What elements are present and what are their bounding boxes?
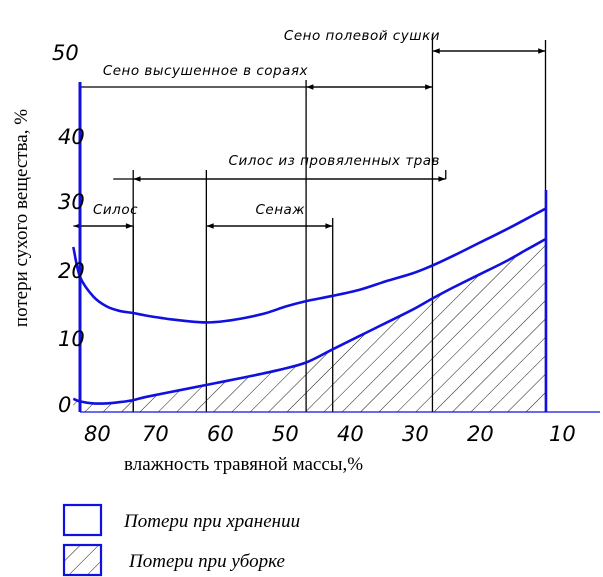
y-tick-label: 30 (58, 190, 85, 214)
legend-swatch-hatched (62, 543, 103, 577)
harvest-loss-curve (72, 237, 547, 405)
x-axis-title: влажность травяной массы,% (124, 454, 363, 475)
x-tick-label: 60 (207, 422, 234, 446)
x-tick-label: 80 (84, 422, 111, 446)
x-tick-label: 30 (402, 422, 429, 446)
legend: Потери при хранении Потери при уборке (62, 503, 300, 577)
legend-label-storage: Потери при хранении (123, 511, 300, 532)
y-tick-label: 50 (52, 41, 79, 65)
y-axis-title: потери сухого вещества, % (11, 109, 32, 327)
harvest-loss-area (73, 239, 546, 412)
region-annotation: Сено высушенное в сораях (80, 63, 433, 412)
x-tick-label: 50 (272, 422, 299, 446)
x-tick-label: 10 (549, 422, 576, 446)
region-label: Силос из провяленных трав (229, 153, 440, 169)
region-annotation: Сенаж (205, 170, 334, 412)
region-label: Сено полевой сушки (284, 28, 440, 44)
region-label: Силос (93, 202, 138, 218)
y-tick-label: 40 (58, 125, 85, 149)
y-tick-label: 0 (58, 393, 71, 417)
legend-label-harvest: Потери при уборке (128, 551, 285, 572)
y-tick-label: 20 (58, 259, 85, 283)
region-label: Сенаж (256, 202, 306, 218)
x-tick-labels: 80 70 60 50 40 30 20 10 (84, 422, 576, 446)
legend-swatch-outline (62, 503, 103, 537)
plot-area: Сено полевой сушки Сено высушенное в сора… (72, 28, 600, 413)
x-tick-label: 40 (337, 422, 364, 446)
y-tick-labels: 0 10 20 30 40 50 (52, 41, 85, 417)
x-tick-label: 70 (142, 422, 169, 446)
region-label: Сено высушенное в сораях (103, 63, 309, 79)
region-dimension-lines: Сено полевой сушки Сено высушенное в сора… (73, 28, 547, 412)
y-tick-label: 10 (58, 327, 85, 351)
region-annotation: Силос (73, 202, 138, 412)
x-tick-label: 20 (467, 422, 494, 446)
storage-loss-curve (72, 207, 547, 324)
